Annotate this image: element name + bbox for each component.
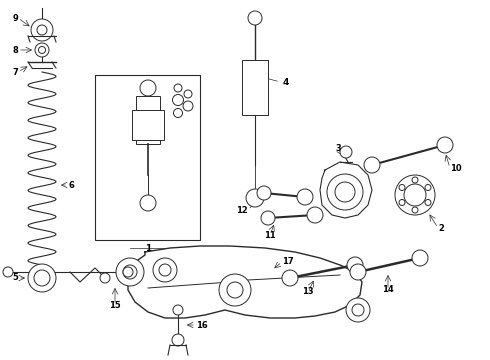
Circle shape xyxy=(282,270,298,286)
Circle shape xyxy=(227,282,243,298)
Circle shape xyxy=(412,177,418,183)
Text: 4: 4 xyxy=(283,77,289,86)
Text: 9: 9 xyxy=(12,14,18,23)
Circle shape xyxy=(172,95,183,105)
Circle shape xyxy=(335,182,355,202)
Circle shape xyxy=(364,157,380,173)
Text: 5: 5 xyxy=(12,274,18,283)
Circle shape xyxy=(184,90,192,98)
Circle shape xyxy=(39,46,46,54)
Circle shape xyxy=(116,258,144,286)
Text: 10: 10 xyxy=(450,163,462,172)
Circle shape xyxy=(352,304,364,316)
Text: 7: 7 xyxy=(12,68,18,77)
Bar xyxy=(95,75,200,240)
Text: 13: 13 xyxy=(302,288,314,297)
Circle shape xyxy=(399,199,405,206)
Text: 16: 16 xyxy=(196,320,208,329)
Bar xyxy=(242,60,268,115)
Text: 11: 11 xyxy=(264,230,276,239)
Circle shape xyxy=(100,273,110,283)
Circle shape xyxy=(3,267,13,277)
Circle shape xyxy=(123,267,133,277)
Text: 8: 8 xyxy=(12,45,18,54)
Circle shape xyxy=(399,185,405,190)
Circle shape xyxy=(28,264,56,292)
Text: 6: 6 xyxy=(68,180,74,189)
Circle shape xyxy=(297,189,313,205)
Circle shape xyxy=(35,43,49,57)
Circle shape xyxy=(159,264,171,276)
Circle shape xyxy=(347,257,363,273)
Bar xyxy=(136,96,160,144)
Text: 15: 15 xyxy=(109,301,121,310)
Text: 14: 14 xyxy=(382,285,394,294)
Circle shape xyxy=(404,184,426,206)
Circle shape xyxy=(327,174,363,210)
Circle shape xyxy=(346,298,370,322)
Text: 3: 3 xyxy=(335,144,341,153)
Text: 2: 2 xyxy=(438,224,444,233)
Circle shape xyxy=(307,207,323,223)
Text: 17: 17 xyxy=(282,257,294,266)
Circle shape xyxy=(261,211,275,225)
Circle shape xyxy=(173,108,182,117)
Circle shape xyxy=(140,195,156,211)
Circle shape xyxy=(37,25,47,35)
Circle shape xyxy=(140,80,156,96)
Circle shape xyxy=(183,101,193,111)
Circle shape xyxy=(248,11,262,25)
Circle shape xyxy=(412,207,418,213)
Circle shape xyxy=(219,274,251,306)
Circle shape xyxy=(412,250,428,266)
Bar xyxy=(132,110,164,140)
Text: 1: 1 xyxy=(145,243,151,252)
Circle shape xyxy=(123,265,137,279)
Circle shape xyxy=(172,334,184,346)
Circle shape xyxy=(246,189,264,207)
Circle shape xyxy=(437,137,453,153)
Circle shape xyxy=(425,199,431,206)
Circle shape xyxy=(173,305,183,315)
Text: 12: 12 xyxy=(236,206,248,215)
Circle shape xyxy=(31,19,53,41)
Circle shape xyxy=(395,175,435,215)
Circle shape xyxy=(153,258,177,282)
Circle shape xyxy=(34,270,50,286)
Circle shape xyxy=(340,146,352,158)
Circle shape xyxy=(425,185,431,190)
Circle shape xyxy=(257,186,271,200)
Circle shape xyxy=(174,84,182,92)
Circle shape xyxy=(350,264,366,280)
